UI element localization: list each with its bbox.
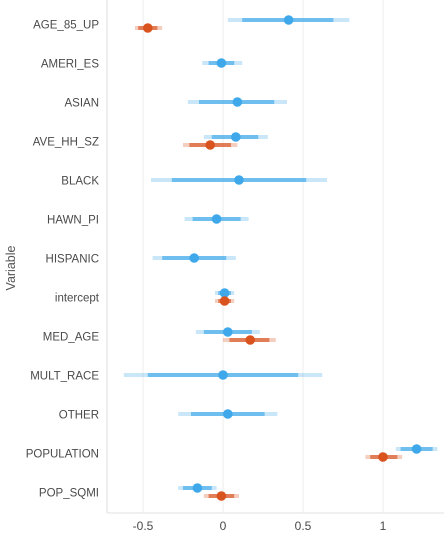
- estimate-point[interactable]: [219, 288, 230, 298]
- estimate-point[interactable]: [231, 132, 241, 142]
- estimate-point[interactable]: [218, 370, 228, 380]
- estimate-point[interactable]: [216, 58, 227, 68]
- estimate-points: [143, 15, 422, 501]
- category-labels: AGE_85_UP AMERI_ES ASIAN AVE_HH_SZ BLACK HAWN…: [26, 20, 100, 500]
- category-label: HAWN_PI: [47, 215, 99, 227]
- category-label: HISPANIC: [46, 254, 99, 266]
- estimate-point[interactable]: [223, 327, 233, 337]
- category-label: POPULATION: [26, 449, 99, 461]
- y-axis-title: Variable: [4, 245, 18, 290]
- x-axis-ticks: -0.5 0 0.5 1: [133, 519, 387, 533]
- grid-lines: [142, 0, 384, 513]
- category-label: OTHER: [59, 410, 99, 422]
- x-tick-label: 0: [220, 519, 227, 533]
- estimate-point[interactable]: [189, 253, 199, 263]
- estimate-point[interactable]: [245, 335, 255, 345]
- category-label: AMERI_ES: [41, 59, 99, 71]
- estimate-point[interactable]: [411, 444, 422, 454]
- confidence-intervals: [123, 18, 438, 498]
- category-label: AVE_HH_SZ: [33, 137, 99, 149]
- estimate-point[interactable]: [205, 140, 215, 150]
- category-label: POP_SQMI: [39, 488, 99, 500]
- x-tick-label: 0.5: [295, 519, 312, 533]
- estimate-point[interactable]: [216, 491, 227, 501]
- x-tick-label: -0.5: [133, 519, 154, 533]
- estimate-point[interactable]: [378, 452, 388, 462]
- x-tick-label: 1: [380, 519, 387, 533]
- estimate-point[interactable]: [232, 97, 243, 107]
- category-label: intercept: [55, 293, 100, 305]
- category-label: ASIAN: [64, 98, 99, 110]
- estimate-point[interactable]: [211, 214, 222, 224]
- estimate-point[interactable]: [192, 483, 203, 493]
- estimate-point[interactable]: [143, 23, 153, 33]
- plot-frame: [106, 0, 444, 514]
- category-label: BLACK: [61, 176, 99, 188]
- estimate-point[interactable]: [219, 296, 230, 306]
- category-label: AGE_85_UP: [33, 20, 99, 32]
- category-label: MULT_RACE: [30, 371, 99, 383]
- estimate-point[interactable]: [283, 15, 294, 25]
- category-label: MED_AGE: [43, 332, 100, 344]
- estimate-point[interactable]: [223, 409, 233, 419]
- estimate-point[interactable]: [234, 175, 244, 185]
